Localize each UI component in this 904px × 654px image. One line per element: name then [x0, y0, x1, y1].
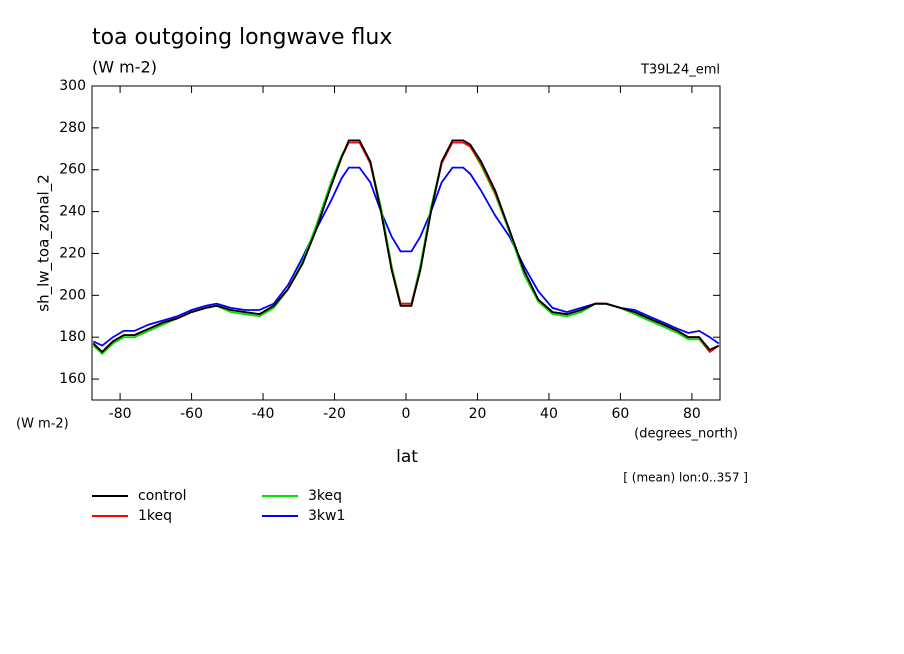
legend-label: control [138, 488, 187, 504]
x-tick-label: -20 [323, 406, 346, 422]
y-tick-label: 220 [59, 245, 86, 261]
plot-frame [91, 85, 721, 401]
x-tick-label: 20 [469, 406, 487, 422]
chart-title: toa outgoing longwave flux [92, 25, 392, 50]
y-axis-label: sh_lw_toa_zonal_2 [35, 174, 54, 311]
legend-label: 1keq [138, 508, 172, 524]
annotation: T39L24_eml [640, 63, 720, 78]
x-tick-label: -40 [252, 406, 275, 422]
y-units: (W m-2) [16, 417, 69, 432]
series-line [92, 141, 720, 356]
legend-label: 3keq [308, 488, 342, 504]
y-tick-label: 300 [59, 78, 86, 94]
series-line [92, 141, 720, 354]
y-tick-label: 200 [59, 287, 86, 303]
x-units: (degrees_north) [634, 427, 738, 442]
y-tick-label: 280 [59, 120, 86, 136]
legend-label: 3kw1 [308, 508, 345, 524]
y-tick-label: 160 [59, 371, 86, 387]
chart-subtitle: (W m-2) [92, 58, 157, 77]
x-tick-label: -60 [180, 406, 203, 422]
y-tick-label: 260 [59, 162, 86, 178]
x-tick-label: 60 [612, 406, 630, 422]
x-tick-label: 80 [683, 406, 701, 422]
x-tick-label: 0 [402, 406, 411, 422]
x-axis-label: lat [396, 447, 418, 467]
y-tick-label: 180 [59, 329, 86, 345]
series-line [92, 139, 720, 354]
x-tick-label: 40 [540, 406, 558, 422]
series-line [92, 166, 720, 347]
x-tick-label: -80 [109, 406, 132, 422]
y-tick-label: 240 [59, 204, 86, 220]
note: [ (mean) lon:0..357 ] [623, 471, 748, 485]
